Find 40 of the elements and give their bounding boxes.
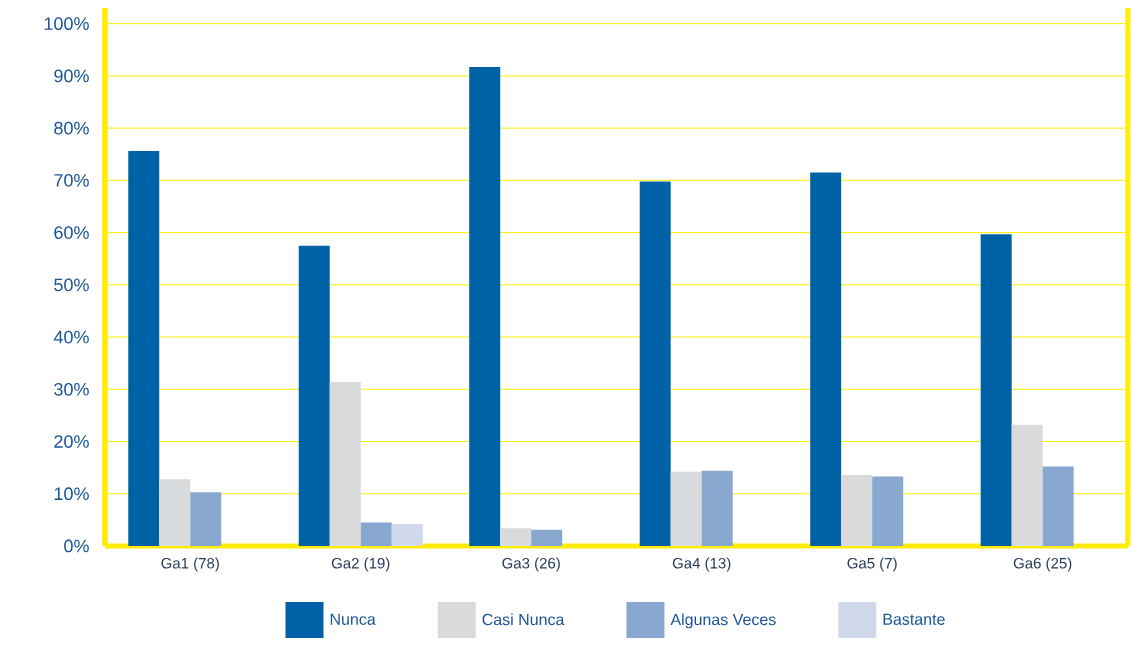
x-tick-label: Ga5 (7) [847, 557, 897, 572]
y-tick-label: 50% [54, 278, 89, 292]
bar [701, 470, 733, 546]
legend-label: Algunas Veces [670, 613, 776, 629]
y-tick-label: 60% [54, 226, 89, 239]
y-tick-label: 40% [53, 330, 89, 344]
legend-label: Nunca [330, 613, 376, 625]
bar [810, 172, 842, 546]
bar [128, 151, 160, 546]
y-tick-label: 80% [54, 121, 89, 135]
y-tick-label: 20% [54, 435, 89, 448]
y-tick-label: 70% [54, 173, 89, 187]
x-tick-label: Ga3 (26) [502, 557, 560, 572]
bar [391, 524, 423, 546]
y-tick-label: 30% [54, 382, 89, 396]
bar [500, 528, 532, 546]
bar [531, 529, 563, 546]
bar [841, 474, 873, 546]
x-tick-label: Ga4 (13) [672, 557, 731, 572]
bar [329, 381, 361, 546]
bar [1011, 424, 1043, 546]
bar [670, 471, 702, 546]
bar [360, 522, 392, 546]
bar [298, 245, 330, 546]
bar [1042, 466, 1074, 546]
legend-label: Bastante [883, 613, 945, 625]
y-tick-label: 90% [54, 69, 89, 83]
bar [190, 492, 222, 546]
bar [980, 234, 1012, 546]
x-tick-label: Ga1 (78) [161, 557, 219, 572]
y-tick-label: 0% [64, 539, 89, 553]
x-tick-label: Ga6 (25) [1013, 557, 1072, 572]
bar [159, 479, 191, 546]
x-tick-label: Ga2 (19) [331, 557, 390, 572]
y-tick-label: 100% [44, 17, 89, 31]
bar [872, 476, 904, 546]
legend-label: Casi Nunca [482, 613, 565, 626]
bar [469, 67, 501, 546]
bar [639, 181, 671, 546]
y-tick-label: 10% [54, 487, 89, 501]
